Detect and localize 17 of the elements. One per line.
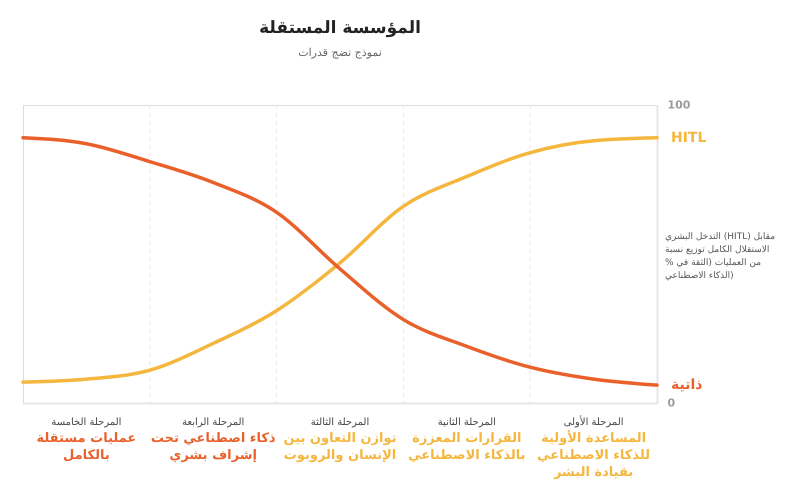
text: المرحلة الخامسة (51, 417, 122, 428)
text: ذكاء اصطناعي تحت إشراف بشري (150, 431, 276, 463)
text: عمليات مستقلة بالكامل (36, 431, 136, 463)
text: المرحلة الثانية (438, 417, 496, 428)
text: القرارات المعززة بالذكاء الاصطناعي (408, 431, 526, 463)
text: المرحلة الثالثة (310, 417, 370, 428)
chart-title: المؤسسة المستقلة (259, 18, 421, 38)
y-tick-label: 100 (668, 98, 691, 112)
text: توازن التعاون بين الإنسان والروبوت (283, 431, 397, 463)
y-tick-label: 0 (668, 396, 676, 410)
y-axis-title: التدخل البشري (HITL) مقابل الاستقلال الكامل توزيع نسبة % من العمليات (الثقة في الذكاء الاصطناعي) (665, 232, 776, 282)
series-label: HITL (671, 130, 706, 146)
chart-subtitle: نموذج نضج قدرات (298, 46, 382, 59)
text: المساعدة الأولية للذكاء الاصطناعي بقيادة البشر (537, 429, 650, 480)
text: المرحلة الأولى (564, 415, 624, 428)
text: المرحلة الرابعة (182, 417, 244, 428)
series-label: ذاتية (671, 377, 702, 394)
